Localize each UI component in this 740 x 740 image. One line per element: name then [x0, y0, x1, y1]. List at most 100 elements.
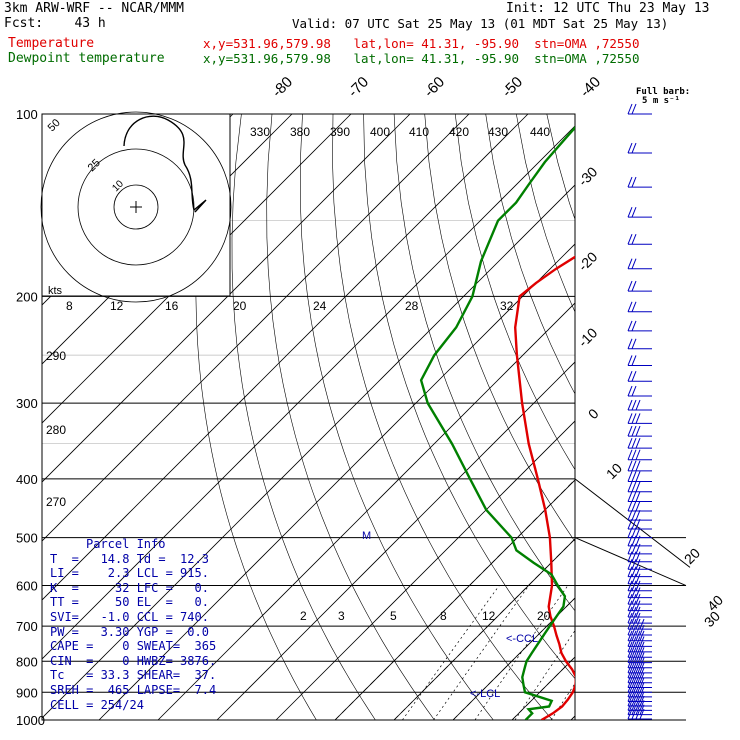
dry-adiabat — [638, 114, 740, 720]
wind-barb-flag — [627, 142, 633, 154]
wind-barb — [627, 551, 652, 563]
wind-barb — [627, 355, 652, 366]
wind-barb — [627, 399, 652, 411]
wind-barb-flag — [635, 518, 641, 530]
wind-barb-flag — [635, 700, 641, 711]
wind-barb-flag — [639, 618, 645, 630]
wind-barb-flag — [627, 630, 633, 641]
wind-barb-flag — [631, 593, 637, 605]
wind-barb — [627, 606, 652, 618]
parcel-row: T = 14.8 Td = 12.3 — [50, 551, 209, 566]
pressure-label: 700 — [16, 619, 38, 634]
dry-adiabat — [393, 114, 575, 612]
dry-adiabat — [424, 114, 575, 542]
moist-adiabat — [334, 479, 575, 720]
wind-barb-flag — [631, 460, 637, 472]
wind-barb — [627, 176, 652, 188]
wind-barb-flag — [627, 355, 633, 366]
wind-barb-flag — [639, 677, 645, 688]
wind-barb-flag — [631, 559, 637, 570]
wind-barb-flag — [627, 686, 633, 698]
dry-adiabat — [700, 114, 740, 720]
wind-barb-flag — [635, 559, 641, 570]
wind-barb-flag — [631, 587, 637, 598]
wind-barb-flag — [627, 636, 633, 647]
wind-barb-flag — [635, 471, 641, 482]
parcel-row: K = 32 LFC = 0. — [50, 580, 209, 595]
wind-barb-flag — [635, 437, 641, 449]
wind-barb-flag — [639, 700, 645, 711]
dry-adiabat — [332, 114, 553, 720]
wind-barb-flag — [631, 566, 637, 577]
wind-barb-flag — [627, 518, 633, 530]
wind-barb-flag — [631, 606, 637, 618]
grid-clipped — [42, 114, 740, 720]
wind-barb-flag — [627, 371, 633, 382]
wind-barb — [627, 258, 652, 270]
wind-barb — [627, 600, 652, 612]
wind-barb — [627, 338, 652, 350]
theta-left-label: 290 — [46, 349, 66, 363]
wind-barb-flag — [635, 612, 641, 624]
isotherm-line — [216, 361, 575, 720]
wind-barb-flag — [639, 662, 645, 674]
m-marker: M — [362, 530, 371, 542]
wind-barb-flag — [627, 500, 633, 512]
pressure-label: 1000 — [16, 713, 45, 728]
wind-barb-flag — [635, 695, 641, 707]
parcel-row: SVI= -1.0 CCL = 740. — [50, 609, 209, 624]
wind-barb-flag — [635, 662, 641, 674]
dry-adiabat — [363, 114, 575, 680]
wind-barb-flag — [627, 399, 633, 411]
wind-barb-flag — [635, 606, 641, 618]
dry-adiabat — [669, 114, 740, 720]
wind-barb-flag — [635, 491, 641, 502]
wind-barb-flag — [639, 672, 645, 683]
wind-barb-flag — [635, 566, 641, 577]
wind-barb — [627, 647, 652, 658]
wind-barb — [627, 708, 652, 720]
wind-barb — [627, 624, 652, 636]
wind-barb-flag — [635, 449, 641, 460]
pressure-label: 800 — [16, 654, 38, 669]
wind-barb-flag — [627, 587, 633, 598]
dry-adiabat — [231, 114, 376, 720]
wind-barb — [627, 535, 652, 547]
wind-barb-flag — [627, 657, 633, 668]
temperature-profile — [513, 255, 575, 720]
wind-barb-flag — [631, 509, 637, 521]
wind-barb — [627, 566, 652, 578]
hodo-speed-label: 20 — [233, 299, 247, 313]
hodo-speed-label: 24 — [313, 299, 327, 313]
wind-barb-flag — [627, 413, 633, 424]
wind-barb-flag — [631, 338, 637, 349]
dry-adiabat — [577, 114, 740, 720]
wind-barb — [627, 652, 652, 664]
isotherm-line — [42, 114, 352, 424]
hodo-speed-label: 16 — [165, 299, 179, 313]
wind-barb-flag — [639, 682, 645, 693]
wind-barb-flag — [627, 527, 633, 538]
barb-legend-units: 5 m s⁻¹ — [642, 96, 680, 106]
wind-barb-flag — [631, 320, 637, 332]
wind-barb-flag — [635, 686, 641, 698]
wind-barb-flag — [631, 543, 637, 555]
dry-adiabat — [730, 114, 740, 720]
wind-barb-flag — [635, 587, 641, 598]
wind-barb-flag — [631, 449, 637, 460]
wind-barb-flag — [627, 481, 633, 492]
temp-tick-right: 10 — [603, 460, 625, 482]
hodo-speed-label: 8 — [66, 299, 73, 313]
wind-barb-flag — [627, 176, 633, 188]
wind-barb-flag — [627, 677, 633, 688]
wind-barb-flag — [639, 667, 645, 679]
isotherm-line — [157, 302, 575, 720]
wind-barb-flag — [627, 385, 633, 397]
pressure-label: 500 — [16, 531, 38, 546]
wind-barb-flag — [627, 320, 633, 332]
wind-barb-flag — [627, 559, 633, 570]
wind-barb-flag — [627, 593, 633, 605]
parcel-row: CIN = 0 HWBZ= 3876. — [50, 653, 217, 668]
wind-barb-flag — [627, 103, 633, 115]
